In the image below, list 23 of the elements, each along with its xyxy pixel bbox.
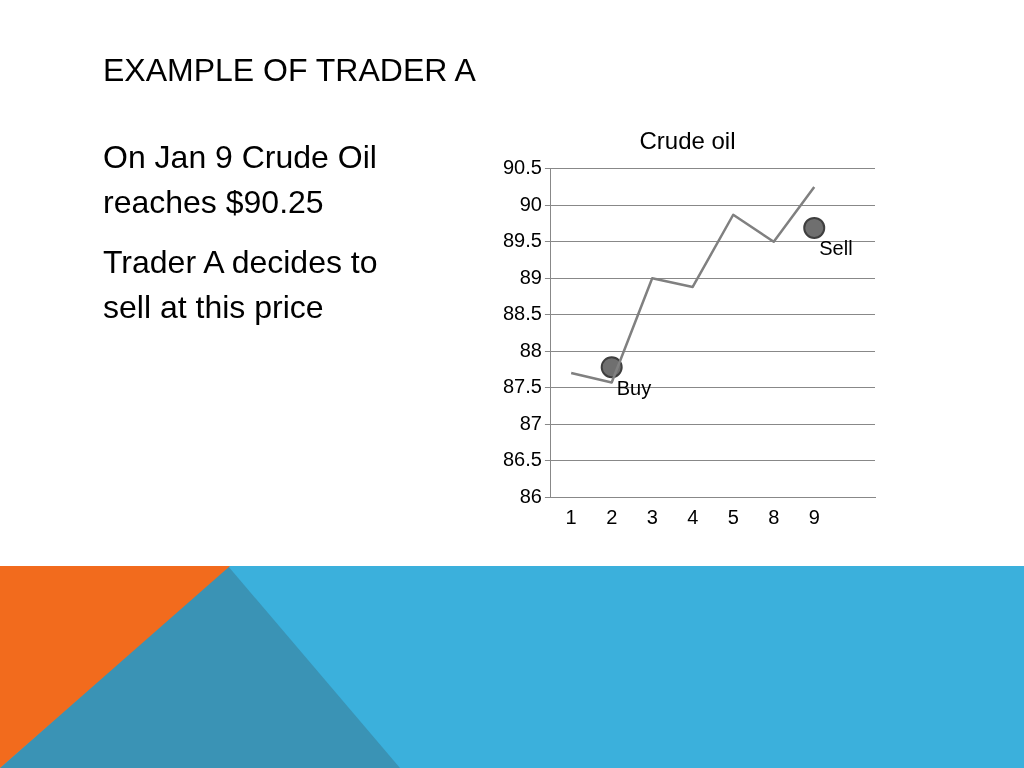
text: EXAMPLE OF TRADER A	[103, 52, 476, 89]
x-tick-label: 8	[768, 505, 780, 528]
y-tick-label: 90	[519, 192, 542, 215]
x-tick-label: 5	[727, 505, 739, 528]
x-tick-label: 1	[565, 505, 577, 528]
x-tick-label: 9	[808, 505, 820, 528]
x-tick-label: 3	[646, 505, 658, 528]
chart-title: Crude oil	[639, 127, 736, 155]
y-tick-label: 88	[519, 338, 542, 361]
text: Trader A decides to sell at this price	[103, 243, 379, 327]
y-tick-label: 90.5	[502, 156, 542, 179]
text: On Jan 9 Crude Oil reaches $90.25	[103, 138, 378, 222]
x-tick-label: 4	[687, 505, 699, 528]
y-tick-label: 86.5	[502, 448, 542, 471]
y-tick-label: 86	[519, 484, 542, 507]
y-tick-label: 87.5	[502, 375, 542, 398]
y-tick-label: 87	[519, 411, 542, 434]
annotation: Buy	[616, 376, 652, 399]
annotation: Sell	[819, 237, 853, 260]
y-tick-label: 88.5	[502, 302, 542, 325]
x-tick-label: 2	[606, 505, 618, 528]
y-tick-label: 89.5	[502, 229, 542, 252]
y-tick-label: 89	[519, 265, 542, 288]
